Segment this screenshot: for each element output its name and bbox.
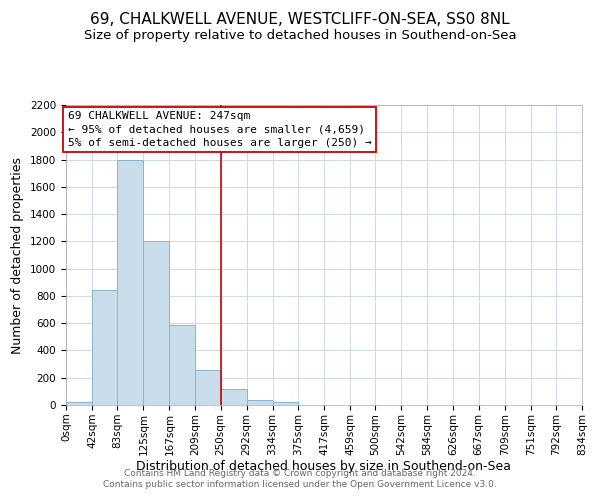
Bar — [118, 160, 143, 405]
Bar — [92, 290, 118, 405]
Bar — [143, 242, 169, 405]
Bar — [169, 324, 196, 405]
Text: Size of property relative to detached houses in Southend-on-Sea: Size of property relative to detached ho… — [83, 29, 517, 42]
Bar — [247, 400, 272, 405]
Bar — [196, 370, 221, 405]
Bar — [221, 388, 247, 405]
Text: 69, CHALKWELL AVENUE, WESTCLIFF-ON-SEA, SS0 8NL: 69, CHALKWELL AVENUE, WESTCLIFF-ON-SEA, … — [90, 12, 510, 28]
Y-axis label: Number of detached properties: Number of detached properties — [11, 156, 25, 354]
Text: Contains HM Land Registry data © Crown copyright and database right 2024.: Contains HM Land Registry data © Crown c… — [124, 468, 476, 477]
X-axis label: Distribution of detached houses by size in Southend-on-Sea: Distribution of detached houses by size … — [137, 460, 511, 473]
Bar — [66, 402, 92, 405]
Text: 69 CHALKWELL AVENUE: 247sqm
← 95% of detached houses are smaller (4,659)
5% of s: 69 CHALKWELL AVENUE: 247sqm ← 95% of det… — [68, 111, 371, 148]
Text: Contains public sector information licensed under the Open Government Licence v3: Contains public sector information licen… — [103, 480, 497, 489]
Bar — [272, 402, 298, 405]
